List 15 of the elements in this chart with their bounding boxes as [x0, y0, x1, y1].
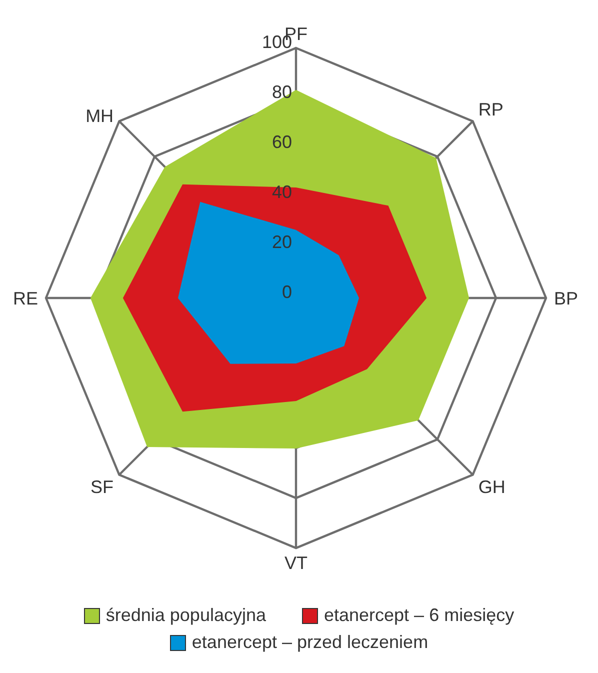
y-tick-label: 60: [272, 132, 292, 152]
legend-label: etanercept – 6 miesięcy: [323, 605, 514, 626]
spoke-label: MH: [86, 106, 114, 126]
spoke-label: BP: [554, 288, 578, 308]
spoke-label: VT: [284, 552, 308, 573]
legend-label: średnia populacyjna: [104, 605, 266, 626]
spoke-label: RP: [478, 100, 504, 120]
spoke-label: SF: [90, 477, 114, 498]
y-tick-label: 40: [272, 182, 292, 202]
y-tick-label: 20: [272, 232, 292, 252]
spoke-label: RE: [12, 288, 38, 308]
y-tick-label: 80: [272, 82, 292, 102]
legend-label: etanercept – przed leczeniem: [190, 632, 428, 653]
y-tick-label: 0: [282, 282, 292, 302]
spoke-label: GH: [478, 477, 506, 498]
